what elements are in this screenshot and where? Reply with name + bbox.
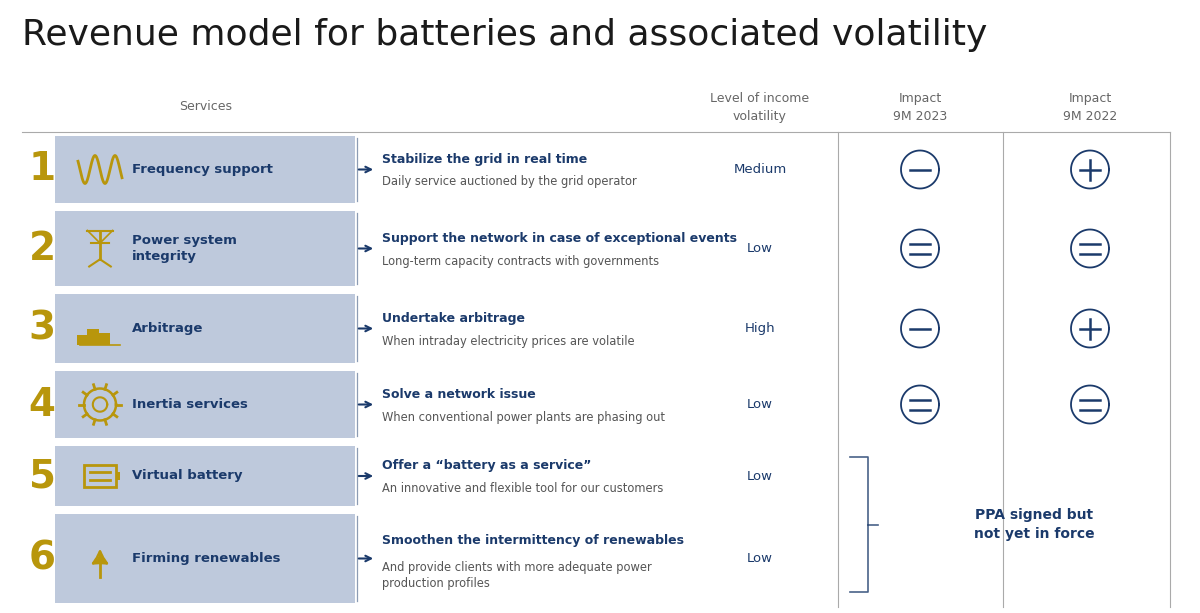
Bar (55, 294, 355, 363)
Text: Impact
9M 2023: Impact 9M 2023 (893, 92, 947, 123)
Text: 3: 3 (29, 310, 55, 348)
Bar (116, 472, 120, 480)
Text: Offer a “battery as a service”: Offer a “battery as a service” (382, 460, 592, 473)
Text: PPA signed but
not yet in force: PPA signed but not yet in force (973, 508, 1094, 541)
Text: Smoothen the intermittency of renewables: Smoothen the intermittency of renewables (382, 534, 684, 547)
Text: Firming renewables: Firming renewables (132, 552, 281, 565)
Bar (88, 329, 100, 345)
Text: Services: Services (180, 100, 233, 113)
Bar (55, 136, 355, 203)
Text: Stabilize the grid in real time: Stabilize the grid in real time (382, 153, 587, 166)
Text: Inertia services: Inertia services (132, 398, 248, 411)
Text: Solve a network issue: Solve a network issue (382, 388, 535, 401)
Text: Impact
9M 2022: Impact 9M 2022 (1063, 92, 1117, 123)
Text: Long-term capacity contracts with governments: Long-term capacity contracts with govern… (382, 254, 659, 267)
Bar (98, 332, 110, 345)
Text: 1: 1 (29, 151, 55, 189)
Text: Low: Low (746, 398, 773, 411)
Text: Low: Low (746, 242, 773, 255)
Text: Virtual battery: Virtual battery (132, 470, 242, 482)
Text: And provide clients with more adequate power
production profiles: And provide clients with more adequate p… (382, 560, 652, 590)
Bar (55, 514, 355, 603)
Text: When intraday electricity prices are volatile: When intraday electricity prices are vol… (382, 335, 635, 348)
Text: Low: Low (746, 552, 773, 565)
Text: Daily service auctioned by the grid operator: Daily service auctioned by the grid oper… (382, 175, 637, 189)
Text: Level of income
volatility: Level of income volatility (710, 92, 810, 123)
Text: When conventional power plants are phasing out: When conventional power plants are phasi… (382, 411, 665, 424)
Bar (55, 446, 355, 506)
Bar (77, 335, 89, 345)
Text: High: High (745, 322, 775, 335)
Text: Frequency support: Frequency support (132, 163, 272, 176)
Text: Revenue model for batteries and associated volatility: Revenue model for batteries and associat… (22, 18, 988, 52)
Text: 6: 6 (29, 539, 55, 577)
Text: Medium: Medium (733, 163, 787, 176)
Text: Power system
integrity: Power system integrity (132, 234, 236, 263)
Text: 5: 5 (29, 457, 55, 495)
Text: An innovative and flexible tool for our customers: An innovative and flexible tool for our … (382, 482, 664, 495)
Bar (55, 371, 355, 438)
Text: Undertake arbitrage: Undertake arbitrage (382, 312, 526, 325)
Text: Arbitrage: Arbitrage (132, 322, 203, 335)
Text: 2: 2 (29, 229, 55, 267)
Text: Low: Low (746, 470, 773, 482)
Bar (55, 211, 355, 286)
Text: 4: 4 (29, 386, 55, 424)
Bar (84, 465, 116, 487)
Text: Support the network in case of exceptional events: Support the network in case of exception… (382, 232, 737, 245)
